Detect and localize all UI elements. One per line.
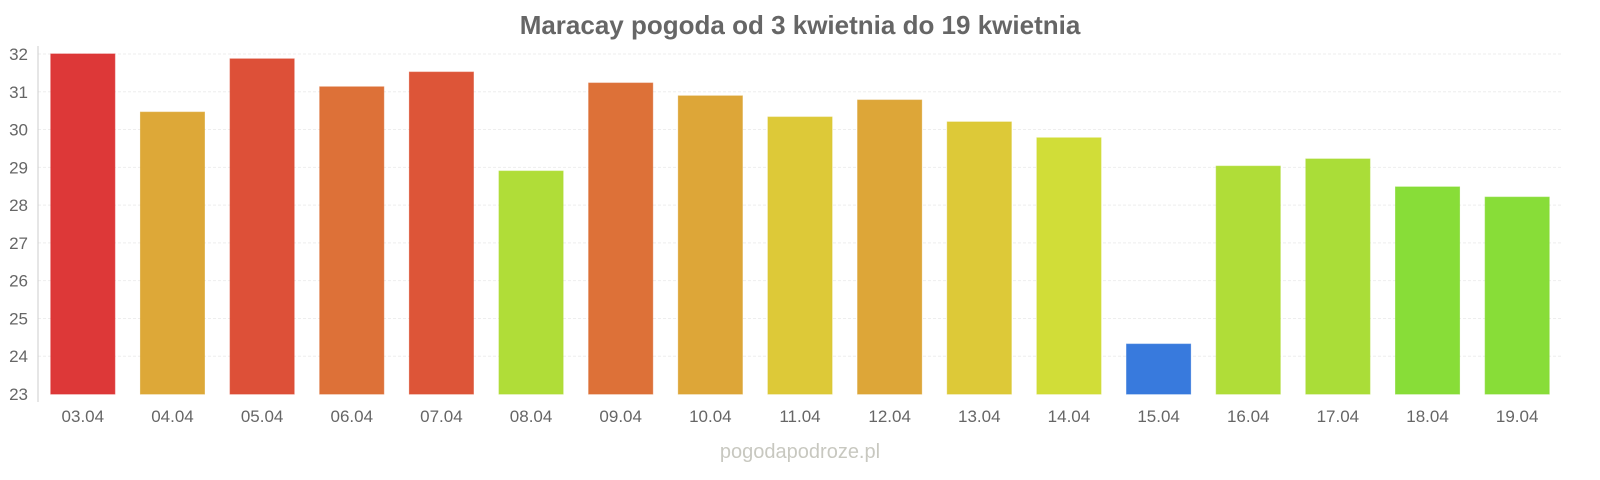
bar-09.04 xyxy=(588,82,654,395)
x-tick-label: 06.04 xyxy=(330,407,373,426)
y-tick-label: 31 xyxy=(9,83,28,102)
x-tick-label: 17.04 xyxy=(1317,407,1360,426)
y-tick-label: 27 xyxy=(9,234,28,253)
bar-06.04 xyxy=(319,86,385,395)
y-tick-label: 30 xyxy=(9,121,28,140)
chart-title: Maracay pogoda od 3 kwietnia do 19 kwiet… xyxy=(519,10,1081,40)
bar-13.04 xyxy=(946,121,1012,395)
x-tick-label: 16.04 xyxy=(1227,407,1270,426)
bar-05.04 xyxy=(229,58,295,395)
x-tick-label: 19.04 xyxy=(1496,407,1539,426)
y-tick-label: 28 xyxy=(9,196,28,215)
x-tick-label: 18.04 xyxy=(1406,407,1449,426)
x-tick-label: 13.04 xyxy=(958,407,1001,426)
x-tick-label: 08.04 xyxy=(510,407,553,426)
bar-14.04 xyxy=(1036,137,1102,395)
y-tick-label: 25 xyxy=(9,309,28,328)
bar-16.04 xyxy=(1215,165,1281,395)
y-tick-label: 32 xyxy=(9,45,28,64)
bar-15.04 xyxy=(1126,343,1192,395)
y-tick-label: 26 xyxy=(9,272,28,291)
y-tick-label: 23 xyxy=(9,385,28,404)
y-tick-label: 24 xyxy=(9,347,28,366)
bar-18.04 xyxy=(1395,186,1461,395)
x-tick-label: 14.04 xyxy=(1048,407,1091,426)
x-tick-label: 11.04 xyxy=(779,407,820,426)
bar-11.04 xyxy=(767,116,833,395)
x-tick-label: 07.04 xyxy=(420,407,463,426)
x-tick-label: 05.04 xyxy=(241,407,284,426)
y-tick-label: 29 xyxy=(9,158,28,177)
bar-12.04 xyxy=(857,99,923,395)
bar-07.04 xyxy=(408,71,474,395)
bar-04.04 xyxy=(139,111,205,395)
watermark: pogodapodroze.pl xyxy=(719,441,881,463)
x-tick-label: 09.04 xyxy=(599,407,642,426)
x-tick-label: 15.04 xyxy=(1137,407,1180,426)
bar-08.04 xyxy=(498,170,564,395)
bar-17.04 xyxy=(1305,158,1371,395)
x-tick-label: 12.04 xyxy=(868,407,911,426)
x-tick-label: 10.04 xyxy=(689,407,732,426)
bar-03.04 xyxy=(50,53,116,395)
bar-19.04 xyxy=(1484,196,1550,395)
x-tick-label: 04.04 xyxy=(151,407,194,426)
bar-10.04 xyxy=(677,95,743,395)
x-tick-label: 03.04 xyxy=(62,407,105,426)
